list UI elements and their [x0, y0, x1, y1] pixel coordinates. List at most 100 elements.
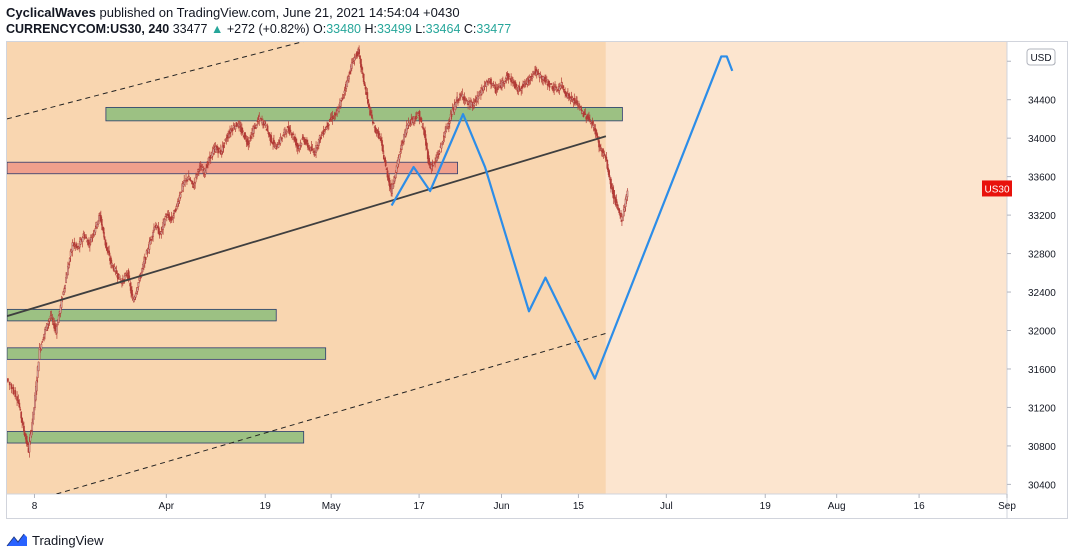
low-value: 33464 — [425, 22, 461, 36]
candle-body — [69, 250, 72, 257]
candle-body — [466, 100, 469, 103]
y-tick-label: 32800 — [1028, 250, 1056, 261]
candle-body — [350, 62, 353, 69]
candle-body — [264, 123, 267, 126]
author-name[interactable]: CyclicalWaves — [6, 5, 96, 20]
candle-body — [610, 178, 612, 189]
y-tick-label: 32400 — [1028, 288, 1056, 299]
candle-body — [52, 320, 55, 322]
candle-body — [395, 165, 398, 173]
candle-body — [212, 148, 215, 154]
candle-body — [187, 177, 189, 181]
candle-body — [43, 333, 45, 338]
candle-body — [496, 88, 499, 91]
candle-body — [378, 133, 381, 136]
y-tick-label: 31200 — [1028, 403, 1056, 414]
high-label: H: — [364, 22, 377, 36]
candle-body — [613, 194, 616, 198]
candle-body — [446, 127, 448, 129]
candle-body — [382, 155, 385, 160]
candle-body — [300, 143, 303, 146]
candle-body — [292, 133, 295, 135]
candle-body — [398, 154, 401, 160]
candle-body — [17, 399, 20, 404]
candle-body — [490, 78, 492, 85]
currency-label-box: USD — [1026, 48, 1056, 66]
candle-body — [149, 240, 152, 245]
candle-body — [360, 58, 362, 68]
candle-body — [119, 278, 121, 280]
candle-body — [448, 121, 451, 124]
candle-body — [511, 78, 513, 81]
ohlc-line: CURRENCYCOM:US30, 240 33477 ▲ +272 (+0.8… — [6, 22, 511, 36]
candle-body — [208, 157, 210, 163]
channel-upper-line — [7, 42, 304, 120]
candle-body — [132, 298, 135, 303]
candle-body — [421, 126, 424, 128]
candle-body — [399, 151, 402, 154]
candle-body — [317, 139, 320, 146]
candle-body — [266, 125, 269, 132]
candle-body — [400, 144, 403, 150]
chart-frame[interactable]: 3480034400340003360033200328003240032000… — [6, 41, 1068, 519]
candle-body — [28, 441, 31, 453]
candle-body — [67, 264, 70, 269]
candle-body — [576, 100, 578, 106]
candle-body — [231, 128, 234, 131]
candle-body — [389, 183, 392, 188]
x-tick-label: 8 — [32, 501, 38, 512]
candle-body — [239, 125, 241, 127]
price-chart[interactable]: 3480034400340003360033200328003240032000… — [7, 42, 1067, 518]
candle-body — [281, 137, 284, 139]
candle-body — [622, 209, 625, 217]
candle-body — [220, 151, 223, 155]
candle-body — [353, 57, 356, 61]
candle-body — [64, 284, 67, 289]
candle-body — [367, 99, 370, 104]
candle-body — [600, 147, 602, 149]
candle-body — [592, 125, 595, 128]
currency-label: USD — [1030, 53, 1051, 64]
channel-lower-line — [56, 332, 607, 494]
candle-body — [599, 145, 601, 147]
candle-body — [298, 145, 301, 149]
candle-body — [449, 114, 452, 121]
candle-body — [171, 218, 174, 220]
candle-body — [204, 170, 207, 175]
candle-body — [570, 96, 573, 98]
candle-body — [254, 123, 257, 126]
candle-body — [199, 165, 202, 167]
candle-body — [381, 140, 383, 146]
candle-body — [63, 288, 66, 293]
candle-body — [164, 218, 166, 225]
candle-body — [111, 265, 114, 267]
candle-body — [458, 98, 460, 101]
candle-body — [520, 88, 523, 91]
candle-body — [81, 237, 84, 242]
candle-body — [407, 122, 410, 126]
candle-body — [336, 109, 338, 115]
resistance-zone-1 — [7, 161, 458, 175]
candle-body — [222, 144, 225, 148]
candle-body — [180, 191, 183, 193]
candle-body — [18, 402, 21, 408]
candle-body — [260, 118, 262, 120]
candle-body — [342, 94, 345, 96]
candle-body — [72, 244, 75, 247]
candle-body — [48, 318, 51, 321]
candle-body — [57, 315, 60, 323]
candle-body — [498, 85, 501, 88]
candle-body — [34, 395, 36, 408]
candle-body — [589, 121, 592, 124]
candle-body — [40, 343, 43, 350]
candle-body — [626, 190, 629, 198]
candle-body — [277, 144, 280, 148]
candle-body — [480, 88, 483, 95]
candle-body — [250, 136, 252, 139]
candle-body — [148, 241, 151, 250]
candle-body — [253, 126, 256, 130]
candle-body — [263, 121, 266, 125]
candle-body — [66, 274, 68, 279]
candle-body — [187, 175, 190, 177]
candle-body — [144, 256, 147, 260]
